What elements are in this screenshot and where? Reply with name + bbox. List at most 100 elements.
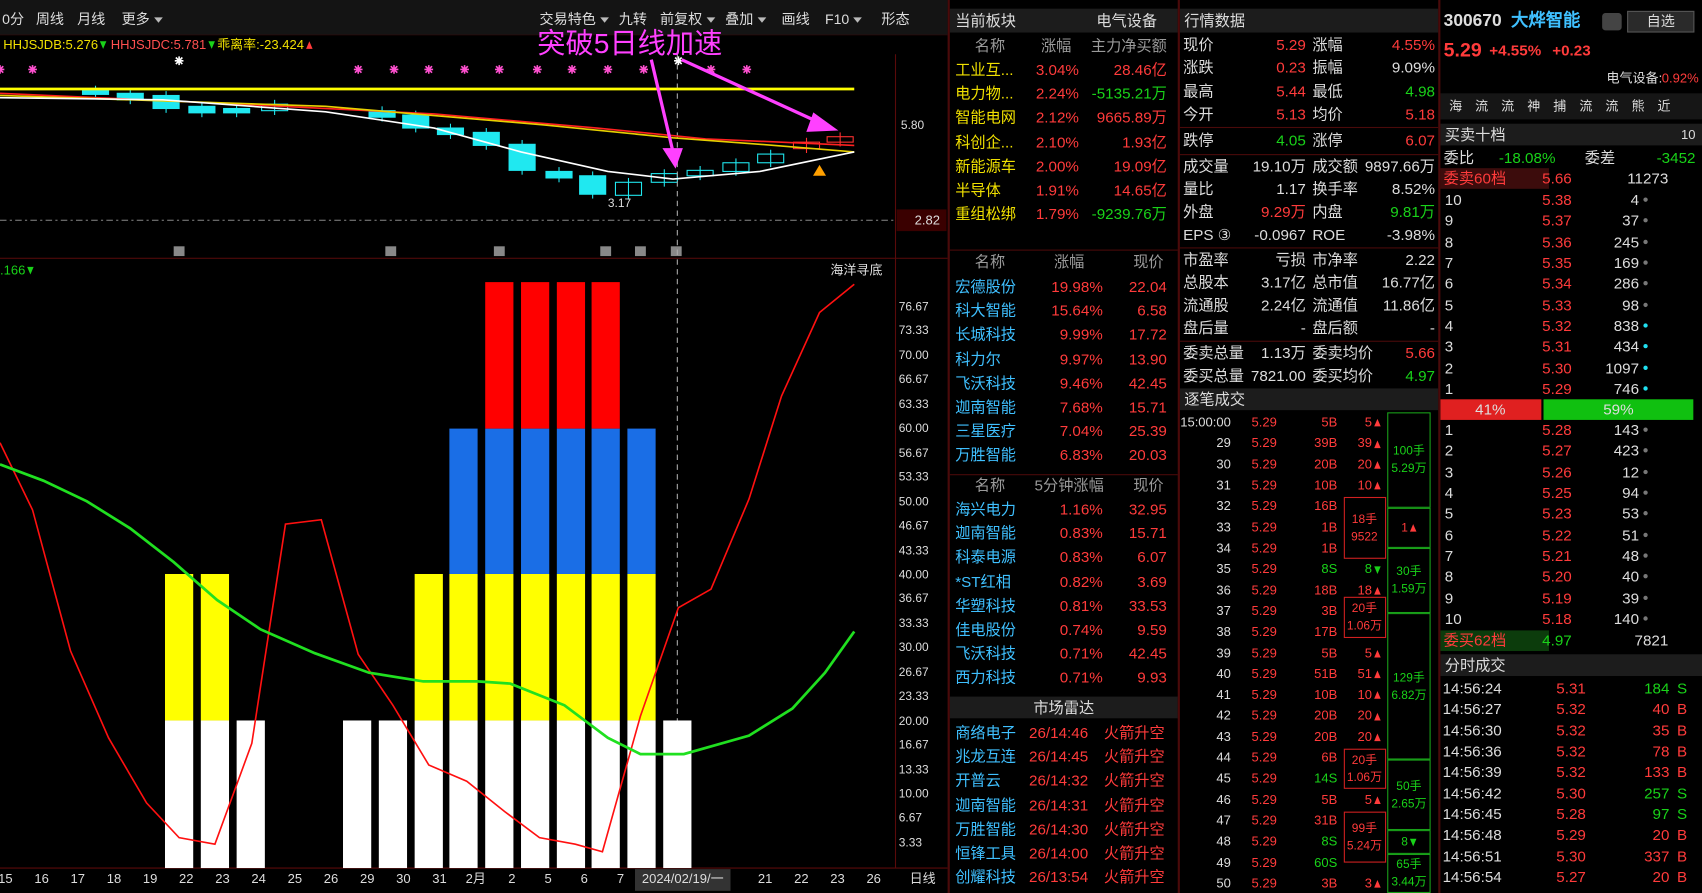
- stock-name[interactable]: 长城科技: [955, 325, 1016, 344]
- sector-name[interactable]: 半导体: [955, 181, 1001, 199]
- trade-side: B: [1677, 763, 1688, 781]
- stock-name[interactable]: 开普云: [955, 771, 1001, 790]
- stock-name[interactable]: *ST红相: [955, 572, 1011, 590]
- chart-rect: [493, 246, 505, 257]
- tool-button[interactable]: 交易特色: [539, 10, 609, 30]
- stock-name[interactable]: 迦南智能: [955, 398, 1016, 416]
- stock-name[interactable]: 兆龙互连: [955, 747, 1016, 766]
- tick-volume: 1B: [1321, 540, 1338, 556]
- stock-name[interactable]: 万胜智能: [955, 446, 1016, 464]
- level: 6: [1444, 274, 1454, 293]
- stock-name[interactable]: 恒锋工具: [955, 844, 1016, 862]
- tool-button[interactable]: 形态: [881, 10, 910, 28]
- stock-name[interactable]: 迦南智能: [955, 795, 1016, 814]
- stock-name[interactable]: 万胜智能: [955, 820, 1016, 838]
- group-amount: 9522: [1351, 530, 1378, 544]
- field-value: 9.29万: [1261, 202, 1306, 221]
- change: 0.71%: [1059, 644, 1103, 663]
- stock-name[interactable]: 迦南智能: [955, 524, 1016, 542]
- stock-name[interactable]: 海兴电力: [955, 500, 1016, 518]
- date-label: 24: [251, 871, 266, 887]
- period-tab[interactable]: 更多: [122, 10, 163, 30]
- price: 9.59: [1137, 620, 1167, 639]
- price-box: [896, 209, 947, 232]
- sector-name[interactable]: 新能源车: [955, 157, 1016, 175]
- level-dot: [1643, 197, 1648, 202]
- level-price: 5.25: [1542, 483, 1572, 502]
- tool-button[interactable]: 九转: [618, 10, 647, 28]
- stock-name[interactable]: 科泰电源: [955, 548, 1016, 566]
- tick-time: 43: [1216, 728, 1231, 745]
- tool-button[interactable]: 流: [1501, 98, 1515, 114]
- watch-button[interactable]: 自选: [1646, 13, 1675, 30]
- tool-button[interactable]: 流: [1579, 98, 1593, 114]
- level-volume: 48: [1622, 546, 1640, 565]
- trade-volume: 184: [1644, 679, 1670, 697]
- stock-name[interactable]: 商络电子: [955, 723, 1016, 742]
- chart-rect: [485, 282, 514, 429]
- stock-name[interactable]: 科大智能: [955, 301, 1016, 320]
- chart-rect: [591, 282, 620, 429]
- tool-button[interactable]: 神: [1527, 98, 1541, 114]
- arrow-icon: [1374, 482, 1381, 490]
- period-tab[interactable]: 0分: [2, 10, 25, 28]
- divider: [947, 0, 950, 893]
- tool-button[interactable]: 近: [1657, 98, 1671, 114]
- tool-button[interactable]: 流: [1605, 98, 1619, 114]
- tick-price: 5.29: [1251, 875, 1277, 891]
- field-label: 委比: [1443, 148, 1475, 167]
- tool-button[interactable]: F10: [825, 10, 863, 30]
- ask-avg: 5.66: [1542, 169, 1572, 187]
- tick-time: 44: [1216, 749, 1231, 766]
- stock-name[interactable]: 宏德股份: [955, 277, 1016, 296]
- signal: 火箭升空: [1103, 723, 1165, 742]
- tick-count: 8: [1365, 559, 1381, 579]
- level: 4: [1444, 316, 1454, 335]
- field-value: -3452: [1656, 148, 1696, 167]
- price: 22.04: [1128, 277, 1167, 296]
- tool-button[interactable]: 画线: [781, 10, 810, 28]
- field-value: 5.44: [1276, 82, 1306, 100]
- stock-name[interactable]: 西力科技: [955, 668, 1016, 687]
- stock-name[interactable]: 佳电股份: [955, 620, 1016, 639]
- stock-name[interactable]: 飞沃科技: [955, 644, 1016, 663]
- tick-price: 5.29: [1251, 540, 1277, 556]
- price-label: 5.80: [900, 119, 925, 133]
- sector-name[interactable]: 智能电网: [955, 108, 1016, 127]
- sector-name[interactable]: 科创企...: [955, 133, 1014, 151]
- date-label: 22: [179, 871, 194, 887]
- chart-rect: [556, 282, 586, 429]
- trade-side: B: [1677, 868, 1688, 886]
- tool-button[interactable]: 叠加: [725, 10, 767, 30]
- stock-name[interactable]: 科力尔: [955, 350, 1001, 368]
- divider: [949, 249, 1178, 251]
- arrow-icon: [208, 41, 215, 50]
- tool-button[interactable]: 捕: [1553, 98, 1567, 114]
- level-price: 5.26: [1542, 462, 1572, 481]
- depth-selector[interactable]: 10: [1680, 126, 1696, 143]
- period-label[interactable]: 日线: [909, 871, 936, 887]
- sector-name[interactable]: 重组松绑: [955, 205, 1016, 223]
- tick-volume: 39B: [1314, 435, 1338, 451]
- period-tab[interactable]: 周线: [35, 10, 65, 28]
- stock-name[interactable]: 三星医疗: [955, 422, 1016, 440]
- tool-button[interactable]: 海: [1449, 98, 1463, 114]
- level-dot: [1643, 616, 1648, 621]
- change: 0.83%: [1059, 524, 1103, 542]
- tool-button[interactable]: 流: [1475, 98, 1489, 114]
- stock-name[interactable]: 华塑科技: [955, 596, 1016, 614]
- period-tab[interactable]: 月线: [77, 10, 106, 28]
- change: 19.98%: [1051, 277, 1103, 296]
- stock-name[interactable]: 创耀科技: [955, 868, 1016, 886]
- stock-name[interactable]: 飞沃科技: [955, 374, 1016, 392]
- tool-button[interactable]: 熊: [1631, 98, 1645, 114]
- panel-title: 分时成交: [1444, 656, 1506, 674]
- tick-volume: 20B: [1314, 707, 1338, 724]
- sector-name[interactable]: 工业互...: [955, 60, 1014, 79]
- panel-header: [1440, 654, 1702, 676]
- axis-label: 33.33: [898, 617, 929, 631]
- chart-rect: [521, 282, 550, 429]
- sector-name[interactable]: 电力物...: [955, 84, 1014, 103]
- tool-button[interactable]: 前复权: [660, 10, 716, 30]
